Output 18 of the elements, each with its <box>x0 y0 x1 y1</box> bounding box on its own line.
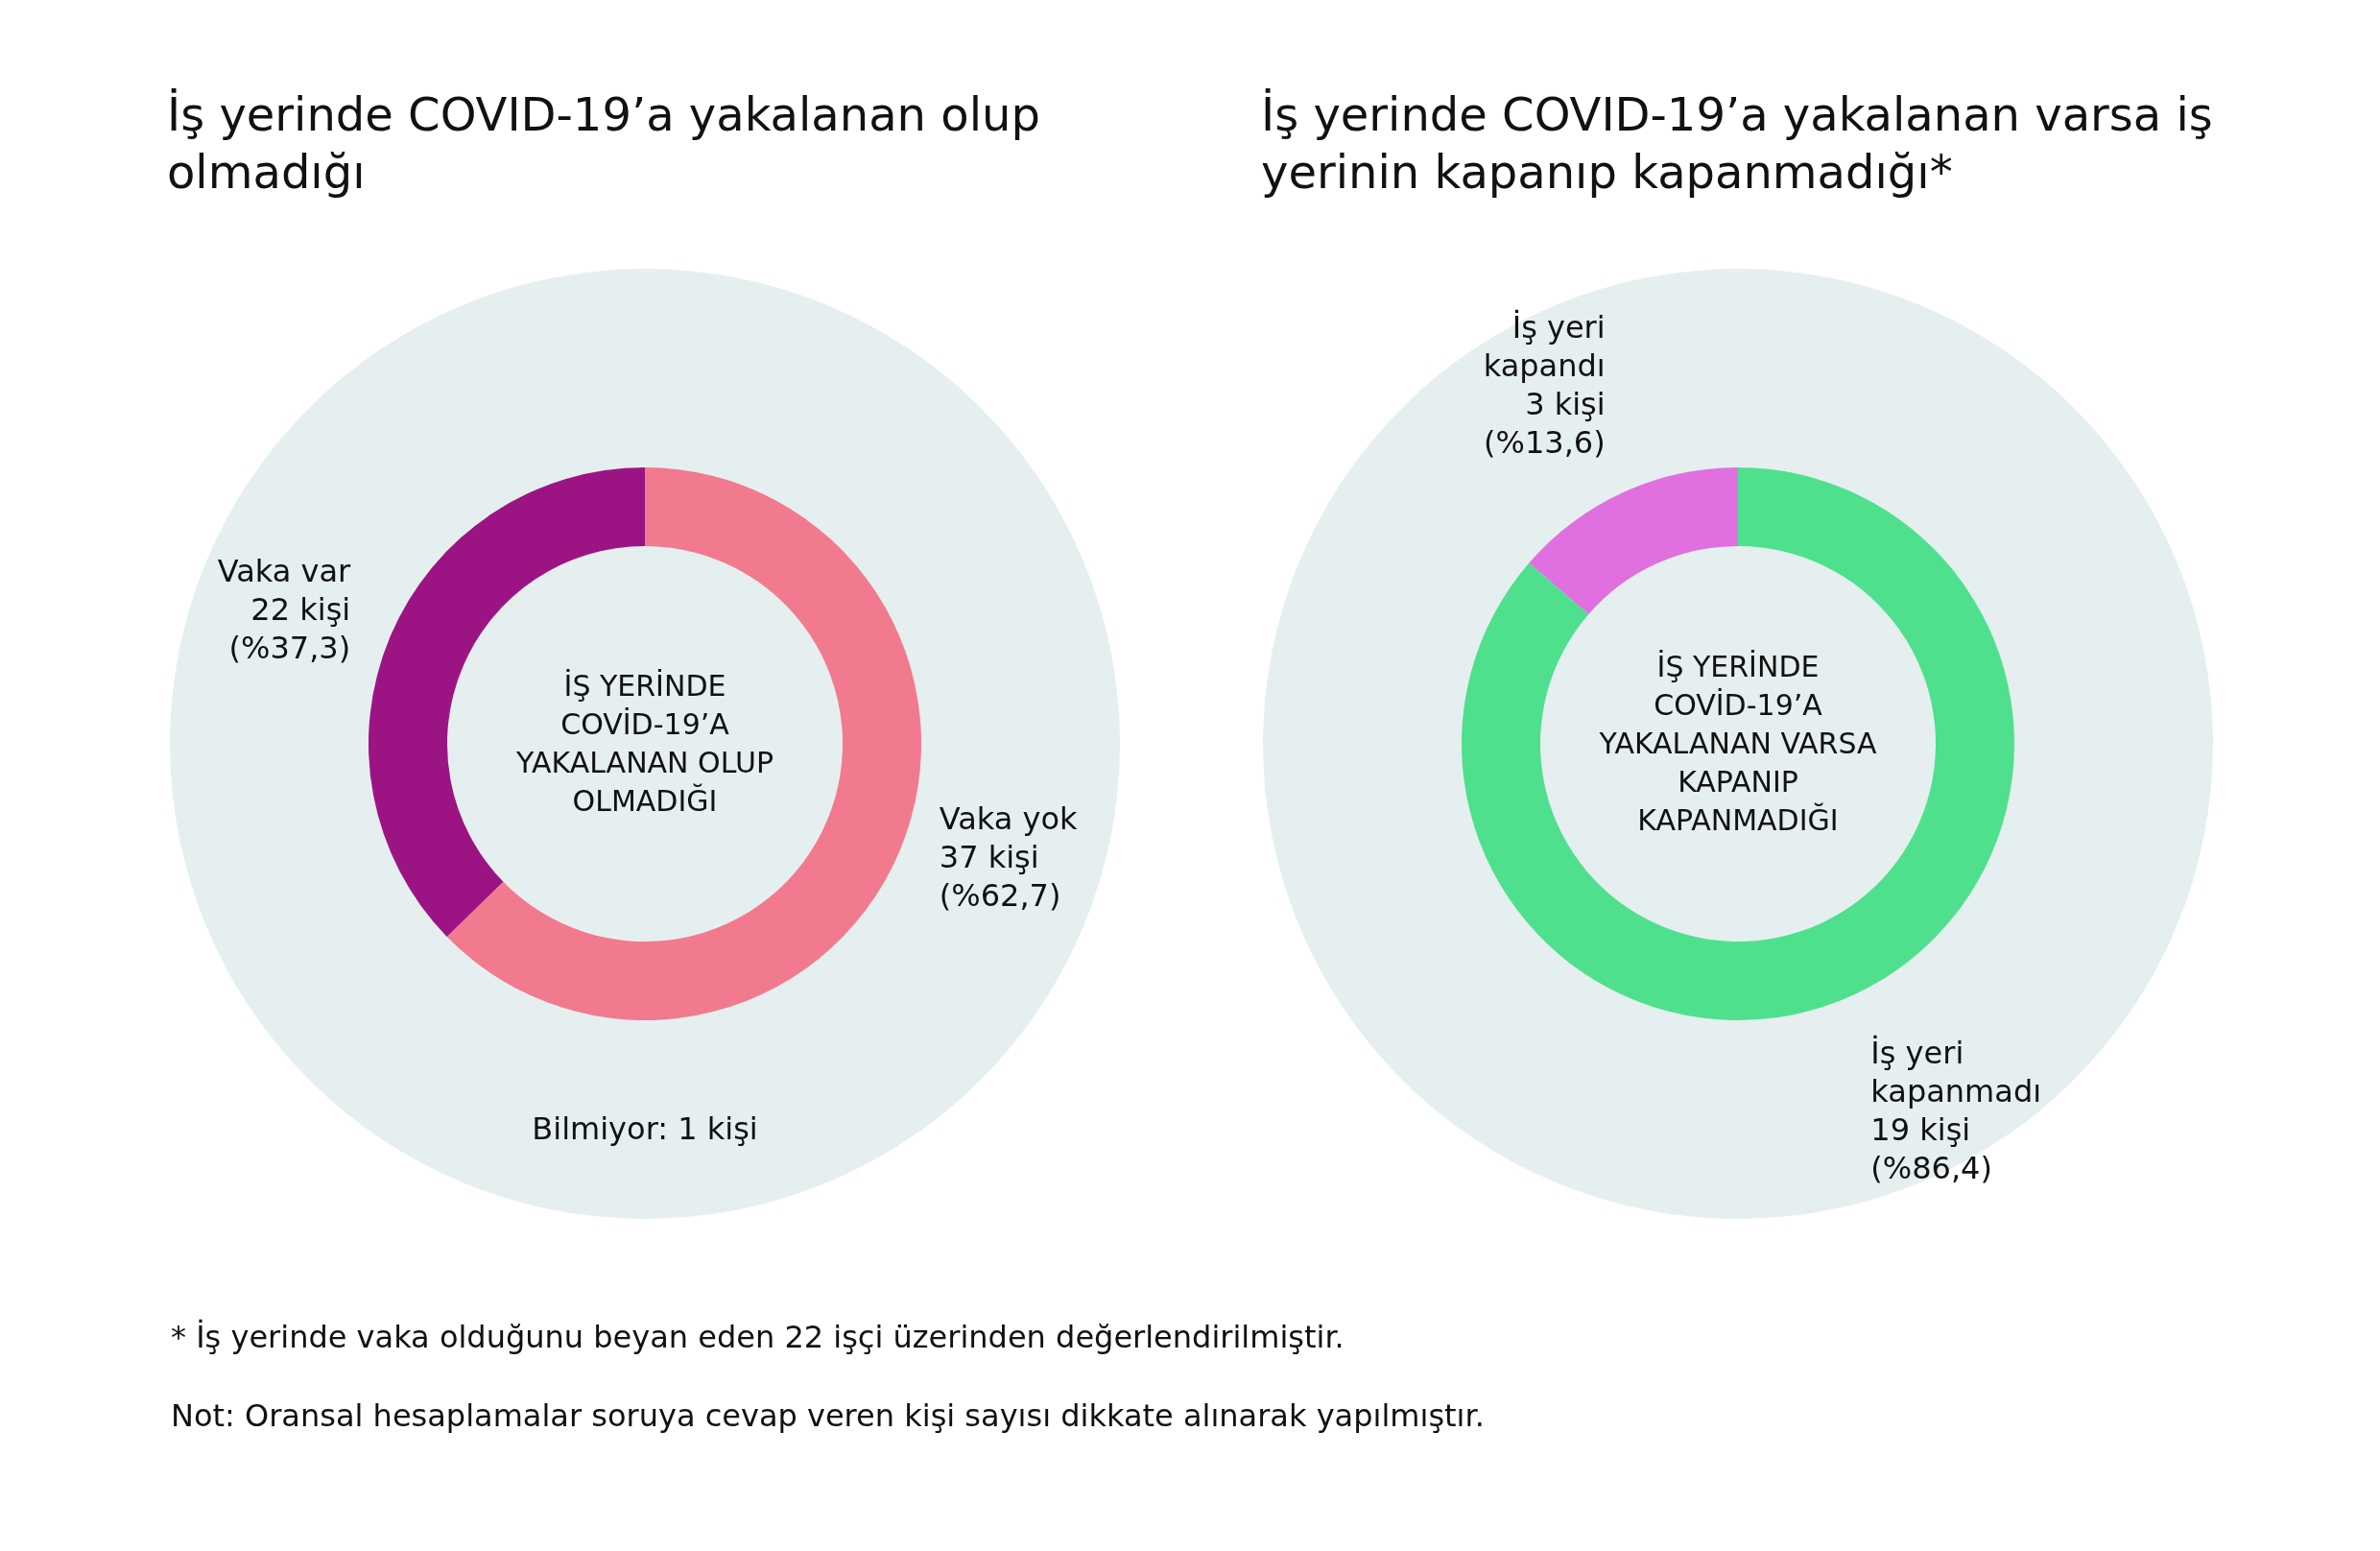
slice-label: İş yeri kapanmadı <box>1870 1034 2042 1110</box>
donut-slice <box>446 467 921 1020</box>
donut-slice <box>1529 467 1738 615</box>
data-label: 22 kişi (%37,3) <box>228 590 351 666</box>
data-label: 3 kişi (%13,6) <box>1484 386 1606 462</box>
slice-label: Vaka yok <box>939 800 1079 838</box>
text: İŞ YERİNDE COVİD-19’A YAKALANAN OLUP OLMADIĞI <box>515 669 774 818</box>
donut-slice <box>1462 467 2014 1020</box>
text: * İş yerinde vaka olduğunu beyan eden 22 işçi üzerinden değerlendirilmiştir. <box>171 1319 1345 1355</box>
text: Bilmiyor: 1 kişi <box>532 1110 758 1147</box>
chart-title: İş yerinde COVID-19’a yakalanan olup olmadığı <box>167 87 1040 199</box>
slice-label: Vaka var <box>217 552 352 589</box>
slice-label: İş yeri kapandı <box>1483 309 1606 385</box>
data-label: 19 kişi (%86,4) <box>1870 1110 1992 1186</box>
text: Not: Oransal hesaplamalar soruya cevap veren kişi sayısı dikkate alınarak yapılmıştır. <box>171 1397 1485 1434</box>
chart-title: İş yerinde COVID-19’a yakalanan varsa iş yerinin kapanıp kapanmadığı* <box>1261 87 2213 199</box>
text: İŞ YERİNDE COVİD-19’A YAKALANAN VARSA KAPANIP KAPANMADIĞI <box>1598 650 1878 837</box>
data-label: 37 kişi (%62,7) <box>939 839 1061 915</box>
